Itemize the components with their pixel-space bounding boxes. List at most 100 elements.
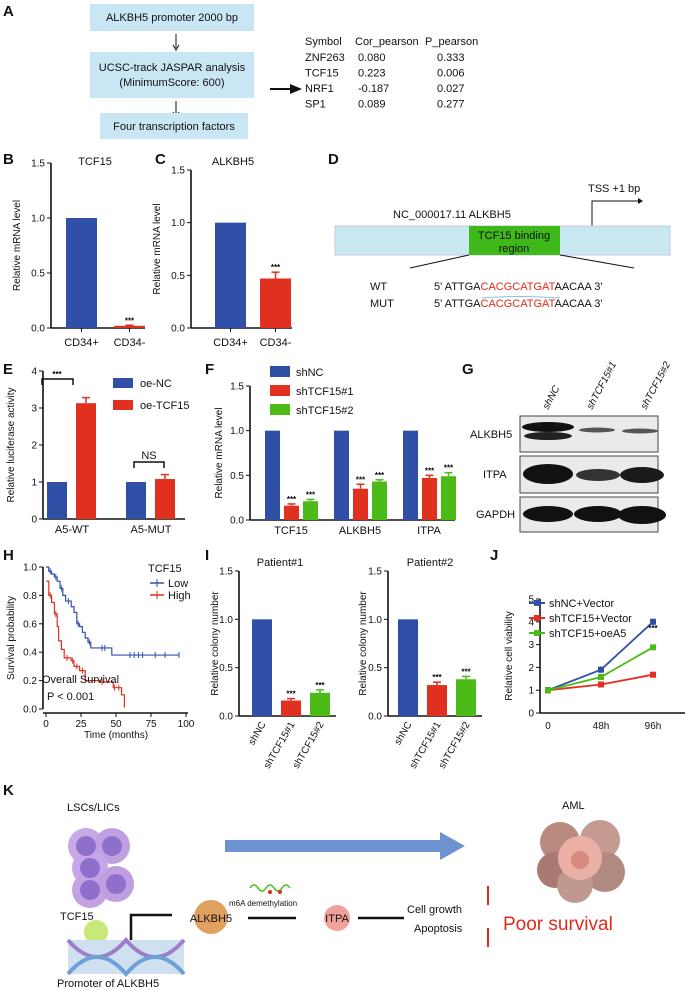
y-axis-label: Relative cell viability (504, 611, 515, 700)
x-tick-label: 96h (645, 721, 662, 732)
x-tick-label: 48h (593, 721, 610, 732)
lane-label: shNC (541, 383, 563, 411)
apoptosis-label: Apoptosis (414, 923, 463, 935)
table-cell: 0.027 (437, 83, 465, 95)
binding-region-label-2: region (499, 243, 530, 255)
locus-label: NC_000017.11 ALKBH5 (393, 209, 511, 221)
bar (310, 692, 330, 716)
blot-label: ITPA (483, 469, 507, 481)
table-cell: 0.223 (358, 68, 386, 80)
table-header: Symbol (305, 36, 342, 48)
chart-F: 0.0 0.5 1.0 1.5 Relative mRNA level *** *** TCF… (214, 366, 456, 537)
x-tick-label: A5-WT (55, 524, 90, 536)
legend-swatch (113, 378, 133, 388)
y-tick-label: 0.0 (171, 324, 185, 335)
panel-label-j: J (490, 547, 498, 564)
legend-swatch (113, 400, 133, 410)
legend-label: shNC (296, 367, 324, 379)
band (576, 469, 620, 481)
legend-label: shTCF15+oeA5 (549, 628, 626, 640)
significance-label: *** (356, 475, 366, 484)
data-point (598, 673, 604, 680)
significance-label: *** (425, 466, 435, 475)
mut-label: MUT (370, 298, 394, 310)
bar (334, 430, 349, 520)
y-axis-label: Relative mRNA level (12, 200, 23, 291)
panel-label-k: K (3, 782, 14, 799)
y-tick-label: 1.5 (368, 567, 382, 578)
tcf15-protein-icon (84, 920, 108, 944)
bar (441, 476, 456, 520)
x-tick-label: shNC (393, 720, 415, 747)
band (579, 427, 615, 433)
x-tick-label: ALKBH5 (339, 525, 381, 537)
transcription-arrow (129, 913, 172, 940)
y-tick-label: 0.5 (219, 663, 233, 674)
y-axis-label: Relative mRNA level (214, 407, 225, 498)
aml-label: AML (562, 800, 585, 812)
y-tick-label: 0 (528, 709, 534, 720)
bar (427, 685, 447, 716)
panel-label-h: H (3, 547, 14, 564)
significance-label: *** (52, 370, 62, 379)
itpa-label: ITPA (325, 913, 349, 925)
legend-label: shTCF15#1 (296, 386, 353, 398)
panel-label-e: E (3, 361, 13, 378)
chart-I1: 0.0 0.5 1.0 1.5 Relative colony number Patien… (210, 557, 336, 771)
chart-B: 0.0 0.5 1.0 1.5 Relative mRNA level TCF15 CD34… (12, 156, 146, 349)
bar (281, 700, 301, 716)
table-cell: 0.277 (437, 99, 465, 111)
panel-label-d: D (328, 151, 339, 168)
x-tick-label: ITPA (417, 525, 441, 537)
progression-arrow (225, 832, 465, 860)
panel-g-western-blot: shNC shTCF15#1 shTCF15#2 ALKBH5 ITPA GAP… (470, 360, 673, 533)
flow-box-jaspar-score: (MinimumScore: 600) (119, 77, 224, 89)
y-tick-label: 0.0 (31, 324, 45, 335)
flow-box-jaspar-text: UCSC-track JASPAR analysis (99, 62, 246, 74)
comparison-bracket (41, 378, 74, 385)
survival-curve-high (46, 580, 125, 708)
band (622, 428, 658, 434)
legend-marker (534, 615, 540, 621)
aml-cells-icon (537, 820, 625, 903)
flow-box-jaspar (90, 52, 254, 98)
zoom-line-left (409, 254, 470, 269)
y-tick-label: 0.8 (23, 591, 37, 602)
binding-region-label: TCF15 binding (478, 230, 550, 242)
y-tick-label: 1 (31, 478, 37, 489)
x-tick-label: shNC (247, 720, 269, 747)
bar (303, 501, 318, 520)
band (620, 467, 664, 483)
rna-icon (249, 884, 291, 892)
x-tick-label: 75 (145, 719, 157, 730)
y-tick-label: 0.5 (230, 471, 244, 482)
flow-box-factors-text: Four transcription factors (113, 121, 235, 133)
significance-label: *** (271, 263, 281, 272)
flow-box-promoter-text: ALKBH5 promoter 2000 bp (106, 12, 238, 24)
legend-marker (534, 630, 540, 636)
p-value: P < 0.001 (47, 691, 94, 703)
chart-J: 0 1 2 3 4 5 Relative cell viability 0 48h 96h shNC… (504, 595, 685, 732)
y-tick-label: 0.4 (23, 648, 37, 659)
bar (260, 278, 291, 328)
bar (284, 505, 299, 520)
legend-swatch (270, 366, 290, 377)
mutation-mark (481, 296, 561, 299)
chart-I2: 0.0 0.5 1.0 1.5 Relative colony number Patien… (358, 557, 482, 771)
survival-curve-low (46, 566, 179, 656)
band (523, 464, 573, 484)
charts: 0.0 0.5 1.0 1.5 Relative mRNA level TCF15 CD34… (6, 156, 685, 771)
band (618, 506, 666, 524)
m6a-label: m6A demethylation (229, 899, 297, 908)
y-axis-label: Relative mRNA level (152, 203, 163, 294)
chart-E: 0 1 2 3 4 Relative luciferase activity A5-WT A5… (6, 367, 190, 537)
legend-label: oe-NC (140, 378, 172, 390)
legend-label: shTCF15#2 (296, 405, 353, 417)
y-tick-label: 1.0 (23, 563, 37, 574)
legend-swatch (270, 385, 290, 396)
y-tick-label: 3 (528, 640, 534, 651)
legend-label: shTCF15+Vector (549, 613, 632, 625)
blot-label: ALKBH5 (470, 429, 512, 441)
dna-icon (66, 936, 186, 978)
y-tick-label: 0.0 (219, 712, 233, 723)
